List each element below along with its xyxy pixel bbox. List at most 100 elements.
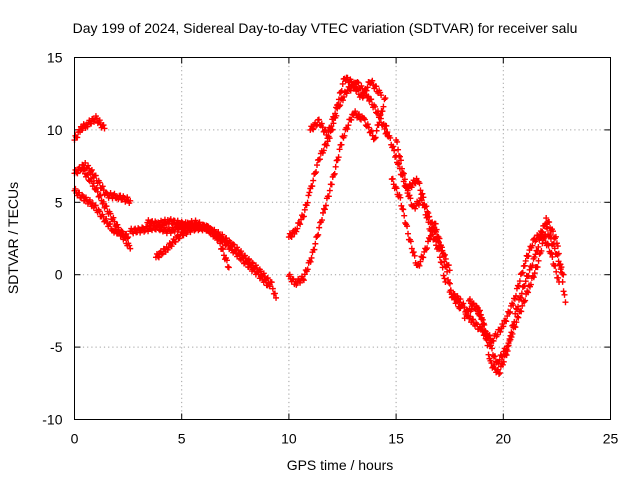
data-point <box>314 162 321 169</box>
data-point <box>258 272 265 279</box>
data-point <box>354 86 361 93</box>
data-point <box>87 168 94 175</box>
y-tick-label: -5 <box>50 339 63 355</box>
data-point <box>404 223 411 230</box>
data-point <box>396 152 403 159</box>
data-point <box>158 251 165 258</box>
data-point <box>81 166 88 173</box>
data-point <box>354 114 361 121</box>
x-axis-label: GPS time / hours <box>287 457 394 473</box>
x-tick-label: 20 <box>496 431 512 447</box>
data-point <box>313 169 320 176</box>
data-point <box>438 244 445 251</box>
data-point <box>380 103 387 110</box>
data-point <box>517 294 524 301</box>
data-point <box>360 93 367 100</box>
data-point <box>94 188 101 195</box>
data-point <box>507 308 514 315</box>
data-point <box>118 227 125 234</box>
data-point <box>548 249 555 256</box>
data-point <box>377 111 384 118</box>
data-point <box>562 299 569 306</box>
data-point <box>447 287 454 294</box>
data-point <box>224 239 231 246</box>
data-point <box>110 214 117 221</box>
data-point <box>88 166 95 173</box>
data-point <box>92 172 99 179</box>
data-point <box>500 358 507 365</box>
data-point <box>477 311 484 318</box>
data-point <box>543 215 550 222</box>
data-point <box>96 117 103 124</box>
data-point <box>304 266 311 273</box>
series-track-13 <box>393 137 453 274</box>
data-point <box>379 108 386 115</box>
data-point <box>470 300 477 307</box>
data-point <box>383 122 390 129</box>
data-point <box>561 291 568 298</box>
data-point <box>123 230 130 237</box>
data-point <box>80 167 87 174</box>
data-point <box>464 313 471 320</box>
data-point <box>347 87 354 94</box>
data-point <box>320 209 327 216</box>
data-point <box>101 125 108 132</box>
data-point <box>396 191 403 198</box>
data-point <box>96 208 103 215</box>
data-point <box>315 231 322 238</box>
data-point <box>266 283 273 290</box>
data-point <box>320 147 327 154</box>
data-point <box>328 181 335 188</box>
data-point <box>474 304 481 311</box>
data-point <box>554 243 561 250</box>
data-point <box>323 142 330 149</box>
data-point <box>416 262 423 269</box>
series-track-7 <box>152 222 232 271</box>
data-point <box>286 271 293 278</box>
data-point <box>560 271 567 278</box>
series-track-16 <box>465 223 567 367</box>
data-point <box>294 225 301 232</box>
data-point <box>311 246 318 253</box>
data-point <box>400 170 407 177</box>
data-point <box>338 141 345 148</box>
tick-layer <box>74 57 611 420</box>
data-point <box>307 258 314 265</box>
data-point <box>168 243 175 250</box>
data-point <box>412 205 419 212</box>
data-point <box>550 240 557 247</box>
data-point <box>271 290 278 297</box>
data-point <box>531 254 538 261</box>
data-point <box>84 123 91 130</box>
data-point <box>485 333 492 340</box>
data-point <box>445 262 452 269</box>
data-point <box>361 116 368 123</box>
data-point <box>228 242 235 249</box>
data-point <box>103 203 110 210</box>
data-point <box>319 124 326 131</box>
data-point <box>299 276 306 283</box>
data-point <box>491 353 498 360</box>
data-point <box>430 224 437 231</box>
data-point <box>457 296 464 303</box>
x-tick-labels: 0 5 10 15 20 25 <box>71 431 619 447</box>
data-point <box>330 171 337 178</box>
data-point <box>424 245 431 252</box>
data-point <box>551 245 558 252</box>
data-point <box>425 210 432 217</box>
data-point <box>265 279 272 286</box>
data-point <box>358 82 365 89</box>
data-point <box>547 235 554 242</box>
data-point <box>328 123 335 130</box>
data-point <box>335 96 342 103</box>
data-point <box>535 243 542 250</box>
data-point <box>154 253 161 260</box>
data-point <box>216 235 223 242</box>
data-point <box>441 275 448 282</box>
data-point <box>440 272 447 279</box>
data-point <box>545 242 552 249</box>
data-point <box>510 302 517 309</box>
data-point <box>529 242 536 249</box>
data-point <box>396 153 403 160</box>
data-point <box>315 116 322 123</box>
